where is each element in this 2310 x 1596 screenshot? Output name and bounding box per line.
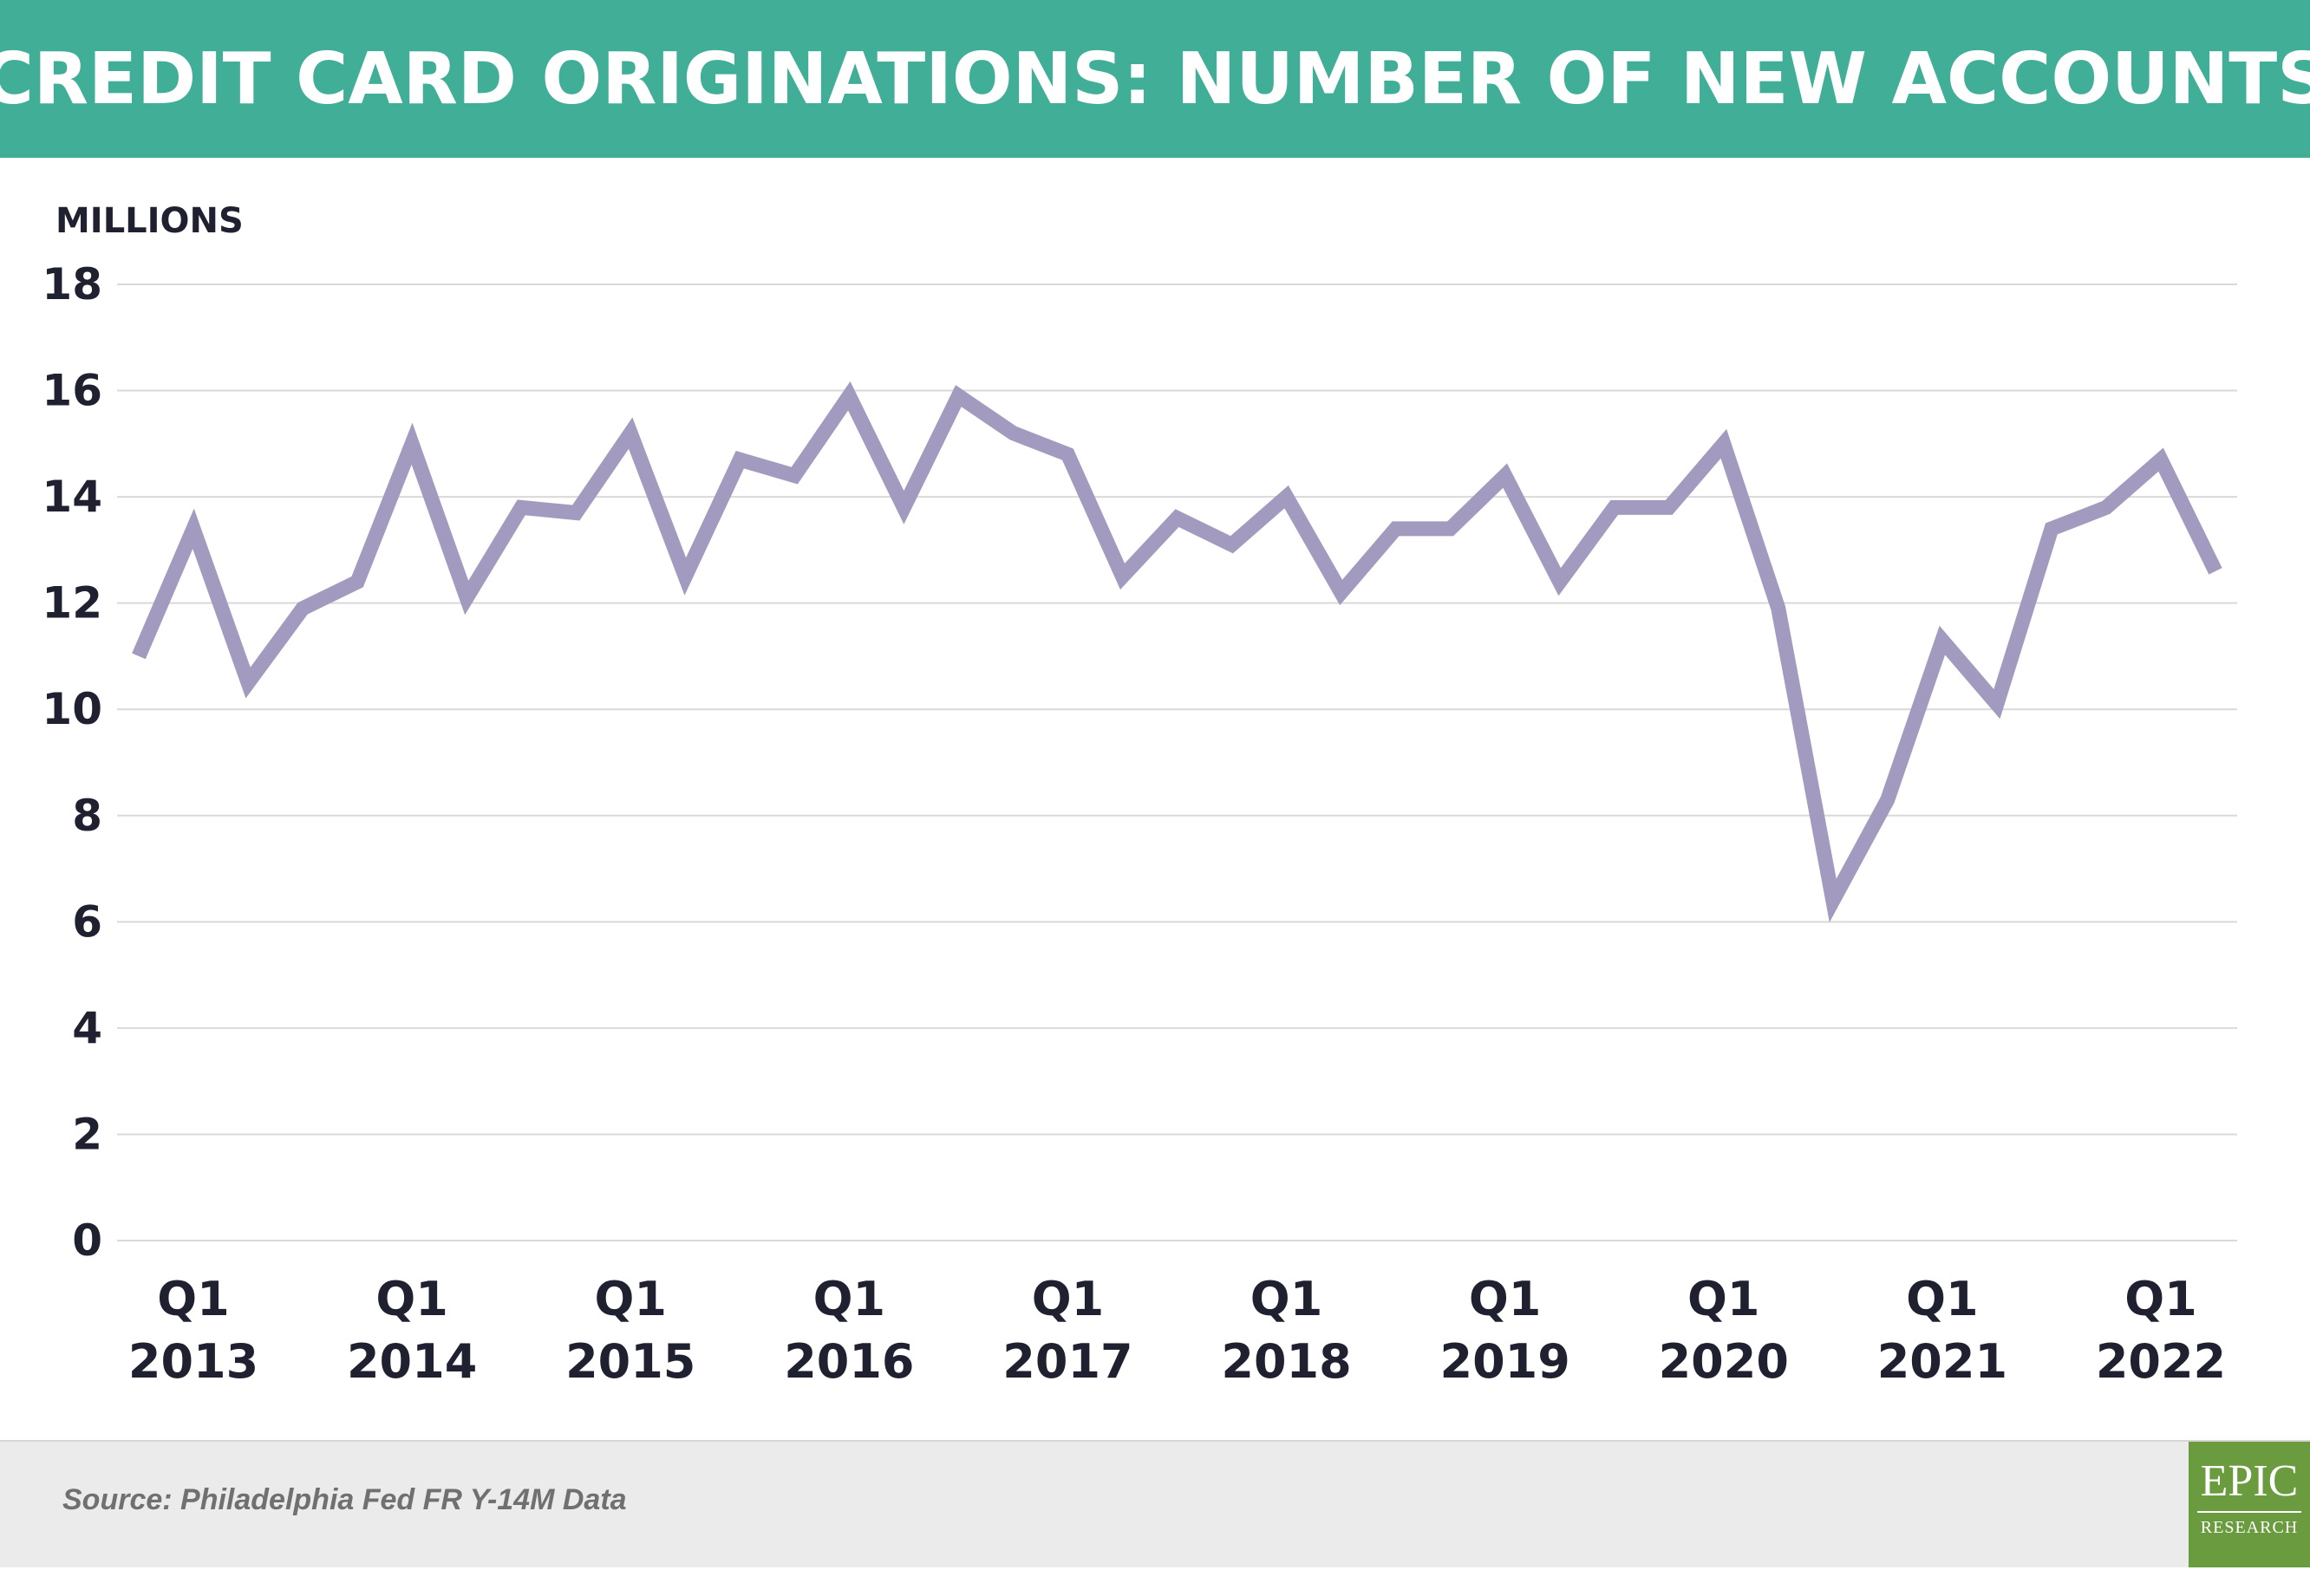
y-tick-label: 0 [72,1215,102,1266]
data-point [794,475,795,476]
page-title: CREDIT CARD ORIGINATIONS: NUMBER OF NEW … [0,37,2310,121]
data-point [1395,528,1396,529]
data-point [1286,497,1287,498]
y-tick-label: 12 [42,578,102,629]
x-tick-label: Q1 2016 [784,1272,914,1389]
x-tick-label: Q1 2019 [1440,1272,1570,1389]
data-point [412,443,413,444]
data-point [1231,544,1232,545]
data-point [1941,640,1942,641]
data-point [248,682,249,683]
data-point [2160,459,2161,460]
data-point [1887,799,1888,800]
data-point [1668,507,1669,508]
y-tick-label: 14 [42,472,102,522]
x-tick-label: Q1 2018 [1221,1272,1351,1389]
x-tick-label: Q1 2021 [1877,1272,2007,1389]
data-point [2105,507,2106,508]
data-point [521,507,522,508]
logo-text-line1: EPIC [2200,1456,2299,1506]
data-point [1723,443,1724,444]
x-tick-label: Q1 2014 [347,1272,477,1389]
data-point [740,459,741,460]
x-tick-label: Q1 2017 [1002,1272,1132,1389]
data-point [1450,528,1451,529]
data-point [1996,704,1997,705]
title-banner: CREDIT CARD ORIGINATIONS: NUMBER OF NEW … [0,0,2310,158]
data-point [1614,507,1615,508]
x-tick-label: Q1 2015 [565,1272,695,1389]
y-tick-label: 10 [42,684,102,734]
data-point [1067,454,1068,455]
data-point [958,395,959,396]
logo-text-line2: RESEARCH [2197,1511,2301,1538]
data-point [193,528,194,529]
data-point [2215,570,2216,571]
data-point [849,395,850,396]
data-point [576,512,577,513]
x-tick-label: Q1 2020 [1659,1272,1789,1389]
y-axis-label: MILLIONS [55,201,244,241]
x-tick-label: Q1 2013 [128,1272,258,1389]
data-point [357,582,358,583]
data-point [2051,528,2052,529]
y-tick-label: 18 [42,259,102,309]
y-tick-label: 16 [42,366,102,416]
source-note: Source: Philadelphia Fed FR Y-14M Data [62,1483,627,1516]
footer: Source: Philadelphia Fed FR Y-14M Data E… [0,1440,2310,1567]
data-point [1504,475,1505,476]
y-tick-label: 4 [72,1003,102,1053]
epic-research-logo: EPIC RESEARCH [2189,1442,2310,1567]
y-tick-label: 2 [72,1109,102,1159]
x-tick-label: Q1 2022 [2096,1272,2226,1389]
data-point [1559,582,1560,583]
data-point [139,655,140,656]
line-chart: MILLIONS 0 2 4 6 8 10 12 14 16 18 Q1 2013 Q1 2014 Q1 2… [42,201,2237,1389]
y-tick-label: 6 [72,896,102,947]
series-line-0 [132,381,2222,922]
y-tick-label: 8 [72,791,102,841]
data-point [1832,900,1833,901]
